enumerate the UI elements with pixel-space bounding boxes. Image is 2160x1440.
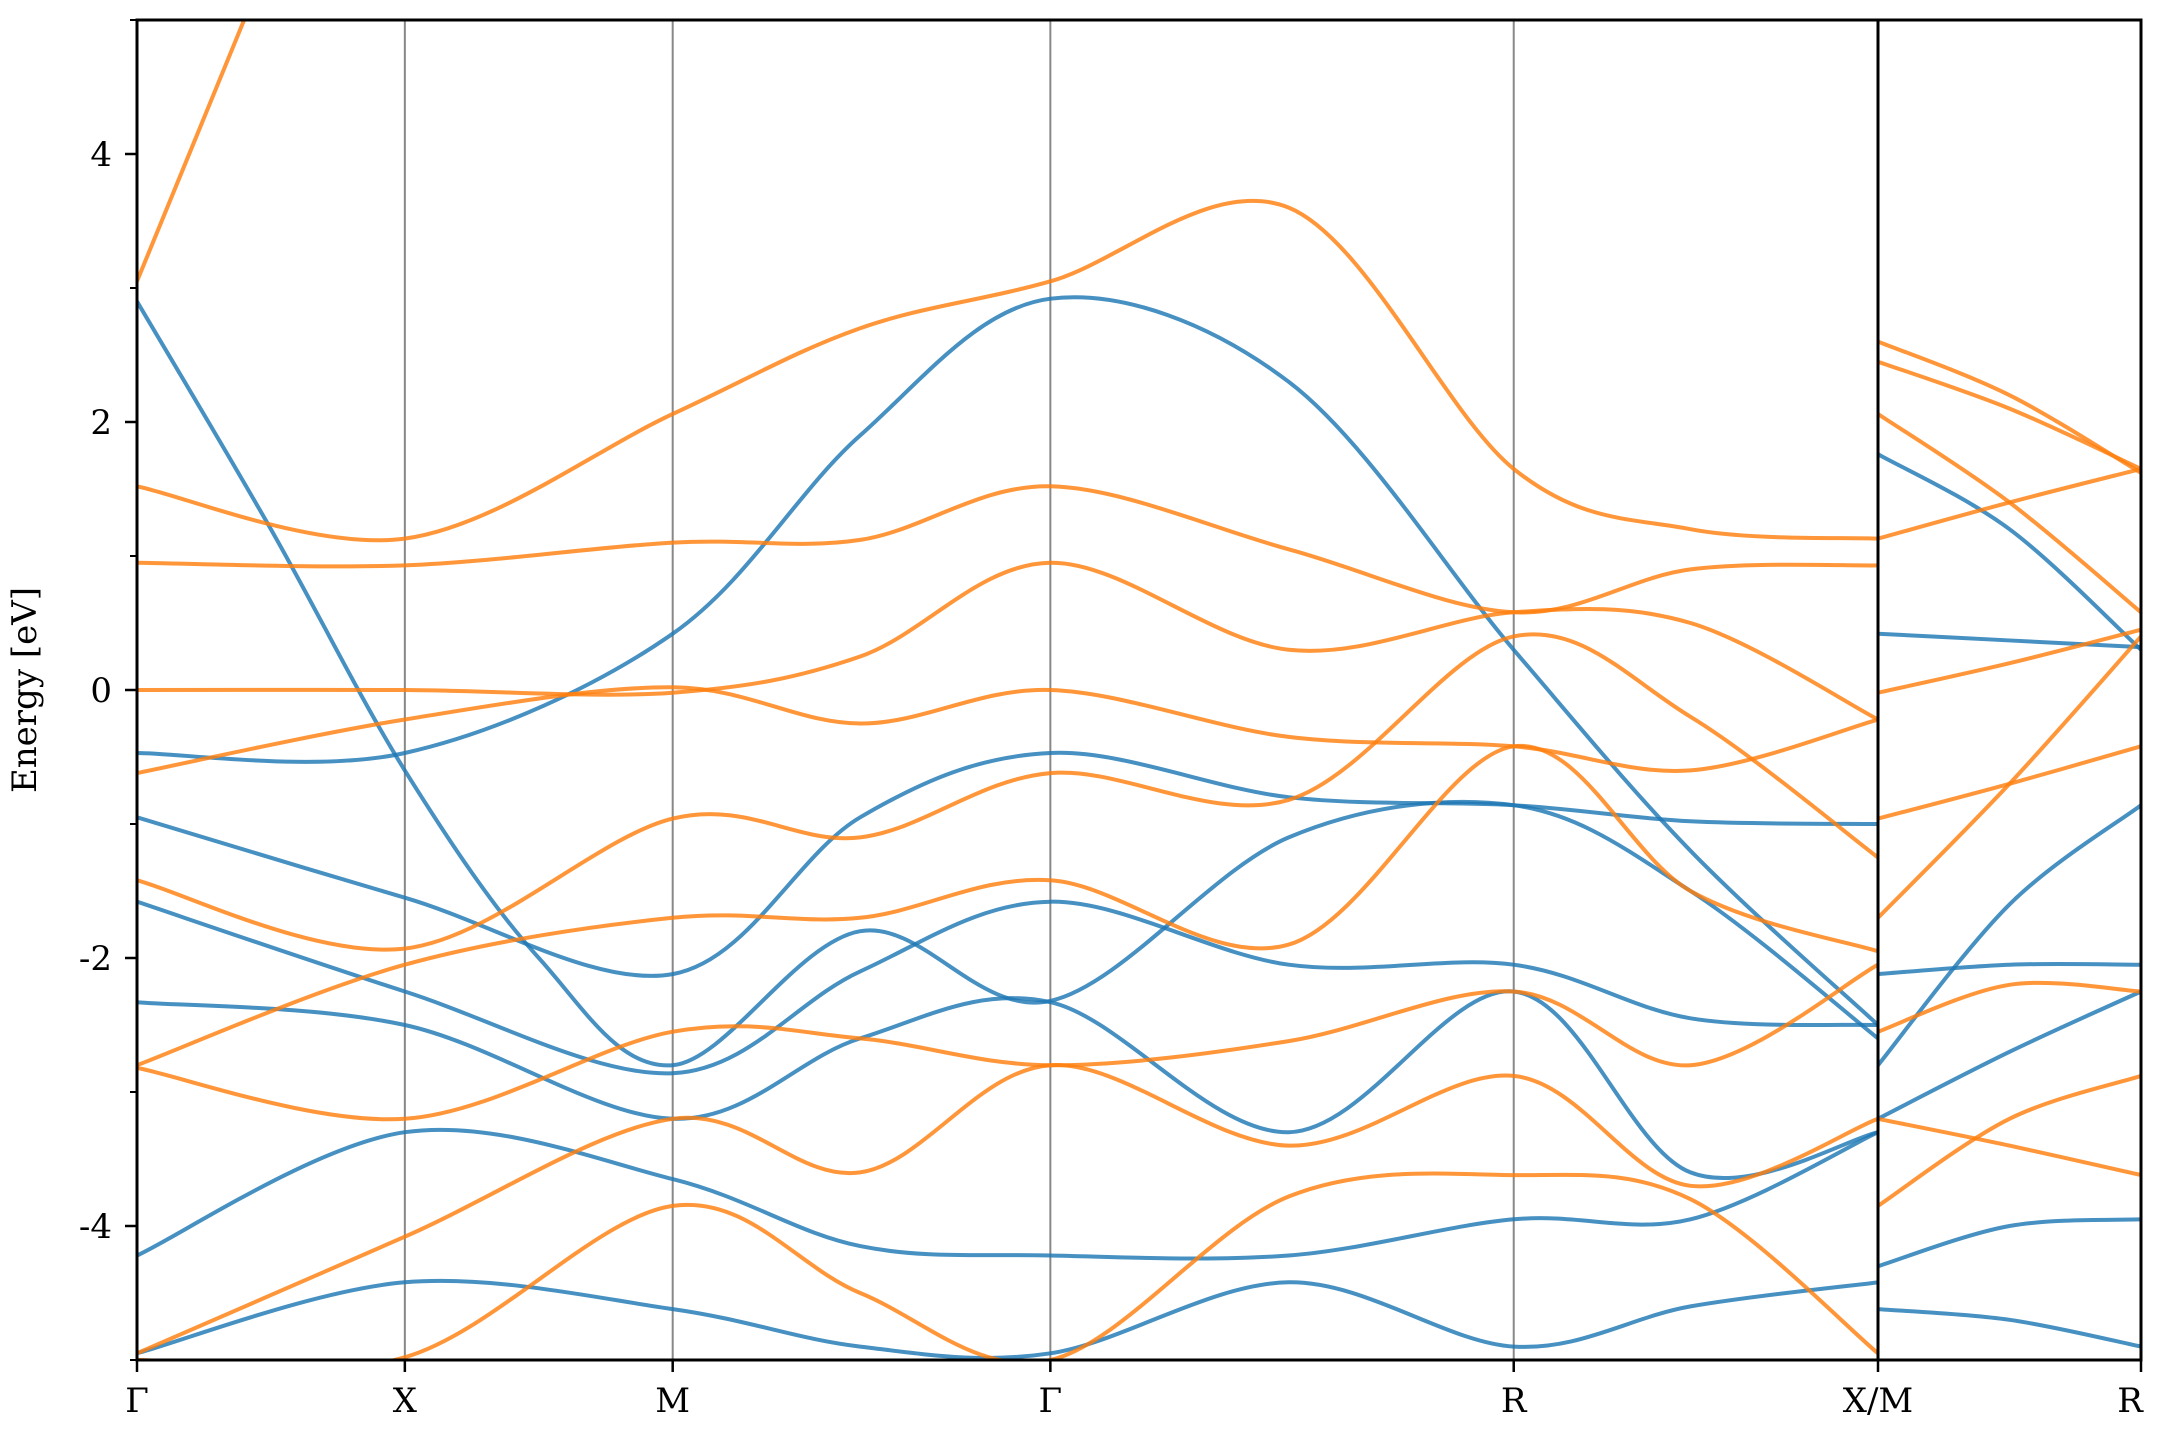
right-series0-band-0	[1878, 631, 2141, 650]
y-axis-label: Energy [eV]	[5, 587, 45, 793]
right-series1-band-9	[1878, 1116, 2141, 1178]
x-tick-label-1: X	[393, 1381, 418, 1421]
right-series0-band-6	[1878, 1217, 2141, 1269]
right-series0-band-2	[1878, 961, 2141, 977]
left-series1-band-9	[137, 1171, 1878, 1360]
left-series0-band-2	[137, 750, 1878, 978]
left-series0-band-3	[137, 899, 1878, 1076]
left-series1-band-3	[137, 560, 1878, 722]
y-tick-label: -2	[79, 939, 112, 979]
y-tick-label: 2	[90, 403, 112, 443]
y-tick-label: -4	[79, 1207, 112, 1247]
right-series1-band-3	[1878, 466, 2141, 541]
bands-right-panel	[1878, 339, 2141, 1349]
left-series0-band-5	[137, 1127, 1878, 1261]
y-tick-label: 4	[90, 135, 112, 175]
left-series0-band-4	[137, 989, 1878, 1180]
left-series1-band-2	[137, 484, 1878, 615]
left-series0-band-1	[137, 295, 1878, 1027]
x-tick-label-6: R	[2117, 1381, 2144, 1421]
right-series1-band-6	[1878, 635, 2141, 920]
kpoint-separator-lines	[403, 20, 1515, 1360]
left-series1-band-6	[137, 744, 1878, 1068]
right-series1-band-1	[1878, 359, 2141, 471]
right-series0-band-4	[1878, 989, 2141, 1121]
bands-left-panel	[137, 20, 1878, 1360]
right-series1-band-2	[1878, 412, 2141, 614]
x-axis-ticks: Γ X M Γ R X/M R	[125, 1360, 2144, 1421]
right-series0-band-5	[1878, 1307, 2141, 1349]
right-series1-band-4	[1878, 627, 2141, 695]
right-series0-band-1	[1878, 452, 2141, 652]
left-series1-band-0	[137, 20, 246, 283]
right-series1-band-8	[1878, 1073, 2141, 1208]
x-tick-label-3: Γ	[1039, 1381, 1063, 1421]
left-series1-band-5	[137, 632, 1878, 952]
left-series1-band-4	[137, 685, 1878, 776]
left-series0-band-0	[137, 300, 1878, 1068]
x-tick-label-0: Γ	[125, 1381, 149, 1421]
y-tick-label: 0	[90, 671, 112, 711]
x-tick-label-2: M	[655, 1381, 690, 1421]
right-series1-band-7	[1878, 980, 2141, 1034]
x-tick-label-4: R	[1501, 1381, 1528, 1421]
left-series0-band-6	[137, 1278, 1878, 1360]
x-tick-label-5: X/M	[1843, 1381, 1913, 1421]
right-series0-band-3	[1878, 803, 2141, 1067]
left-series1-band-8	[137, 1063, 1878, 1356]
y-axis-ticks: -4 -2 0 2 4	[79, 19, 137, 1361]
left-series1-band-1	[137, 198, 1878, 543]
